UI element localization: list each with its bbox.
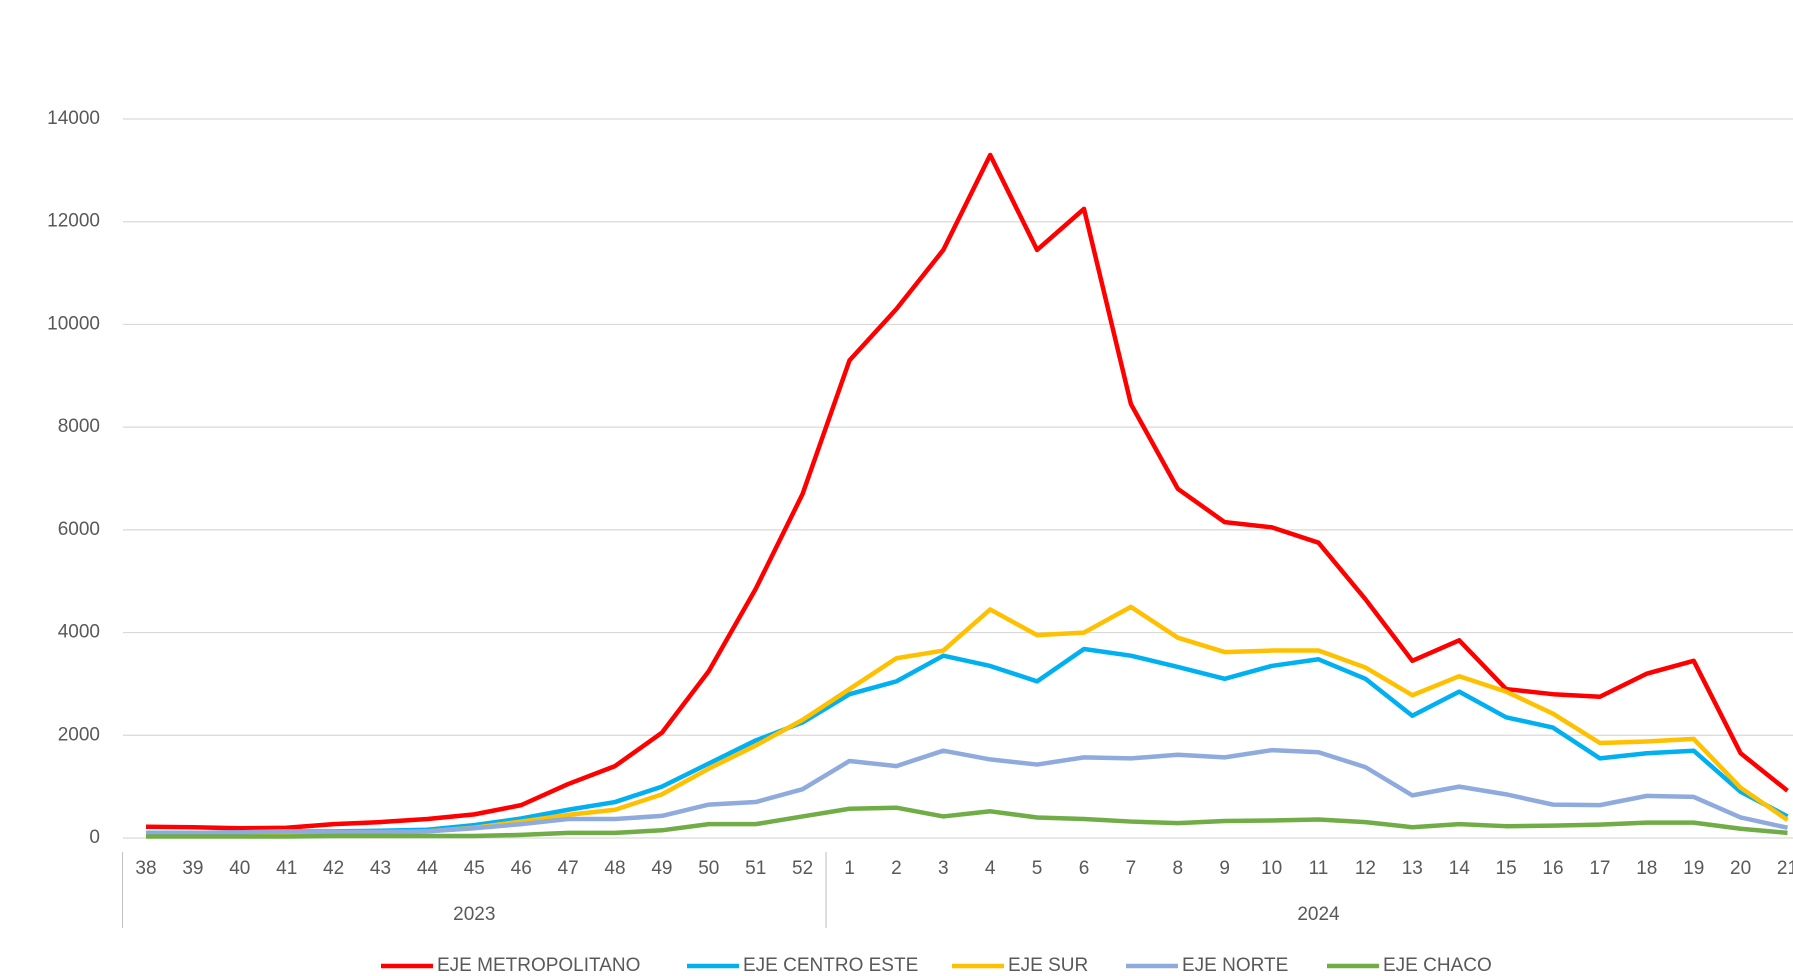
y-tick-label: 6000 <box>58 519 100 540</box>
x-tick-label: 42 <box>323 858 344 879</box>
x-group-label: 2023 <box>453 904 495 925</box>
x-tick-label: 5 <box>1032 858 1043 879</box>
x-tick-label: 18 <box>1636 858 1657 879</box>
x-tick-label: 17 <box>1589 858 1610 879</box>
legend-label: EJE METROPOLITANO <box>437 955 640 976</box>
x-tick-label: 41 <box>276 858 297 879</box>
x-tick-label: 20 <box>1730 858 1751 879</box>
x-tick-label: 16 <box>1542 858 1563 879</box>
x-tick-label: 6 <box>1079 858 1090 879</box>
legend-label: EJE NORTE <box>1182 955 1288 976</box>
x-group-label: 2024 <box>1297 904 1340 925</box>
x-tick-label: 21 <box>1777 858 1793 879</box>
x-tick-label: 12 <box>1355 858 1376 879</box>
series-line <box>146 805 1788 839</box>
legend-label: EJE CENTRO ESTE <box>743 955 918 976</box>
x-tick-label: 45 <box>464 858 485 879</box>
legend-label: EJE SUR <box>1008 955 1088 976</box>
legend-label: EJE CHACO <box>1383 955 1492 976</box>
y-tick-label: 8000 <box>58 416 100 437</box>
x-tick-label: 48 <box>604 858 625 879</box>
x-tick-label: 46 <box>511 858 532 879</box>
x-tick-label: 11 <box>1309 858 1329 879</box>
x-tick-label: 19 <box>1683 858 1704 879</box>
x-tick-label: 15 <box>1496 858 1517 879</box>
x-tick-label: 44 <box>417 858 439 879</box>
series-line <box>145 747 1788 836</box>
x-tick-label: 43 <box>370 858 391 879</box>
x-tick-label: 38 <box>135 858 156 879</box>
series-line <box>145 152 1789 831</box>
x-tick-label: 49 <box>651 858 672 879</box>
y-tick-label: 12000 <box>47 211 100 232</box>
y-tick-label: 14000 <box>47 108 100 129</box>
x-tick-label: 9 <box>1219 858 1230 879</box>
x-tick-label: 4 <box>985 858 996 879</box>
x-tick-label: 39 <box>182 858 203 879</box>
x-tick-label: 8 <box>1173 858 1184 879</box>
x-tick-label: 51 <box>745 858 766 879</box>
y-tick-label: 0 <box>89 827 100 848</box>
x-tick-label: 40 <box>229 858 250 879</box>
series-line <box>146 646 1789 836</box>
x-tick-label: 14 <box>1449 858 1471 879</box>
y-tick-label: 10000 <box>47 313 100 334</box>
x-tick-label: 52 <box>792 858 813 879</box>
x-tick-label: 10 <box>1261 858 1282 879</box>
x-tick-label: 50 <box>698 858 719 879</box>
x-tick-label: 1 <box>844 858 855 879</box>
x-tick-label: 3 <box>938 858 949 879</box>
y-tick-label: 2000 <box>58 724 100 745</box>
x-tick-label: 2 <box>891 858 902 879</box>
x-tick-label: 47 <box>558 858 579 879</box>
x-tick-label: 13 <box>1402 858 1423 879</box>
y-tick-label: 4000 <box>58 622 100 643</box>
x-tick-label: 7 <box>1126 858 1137 879</box>
